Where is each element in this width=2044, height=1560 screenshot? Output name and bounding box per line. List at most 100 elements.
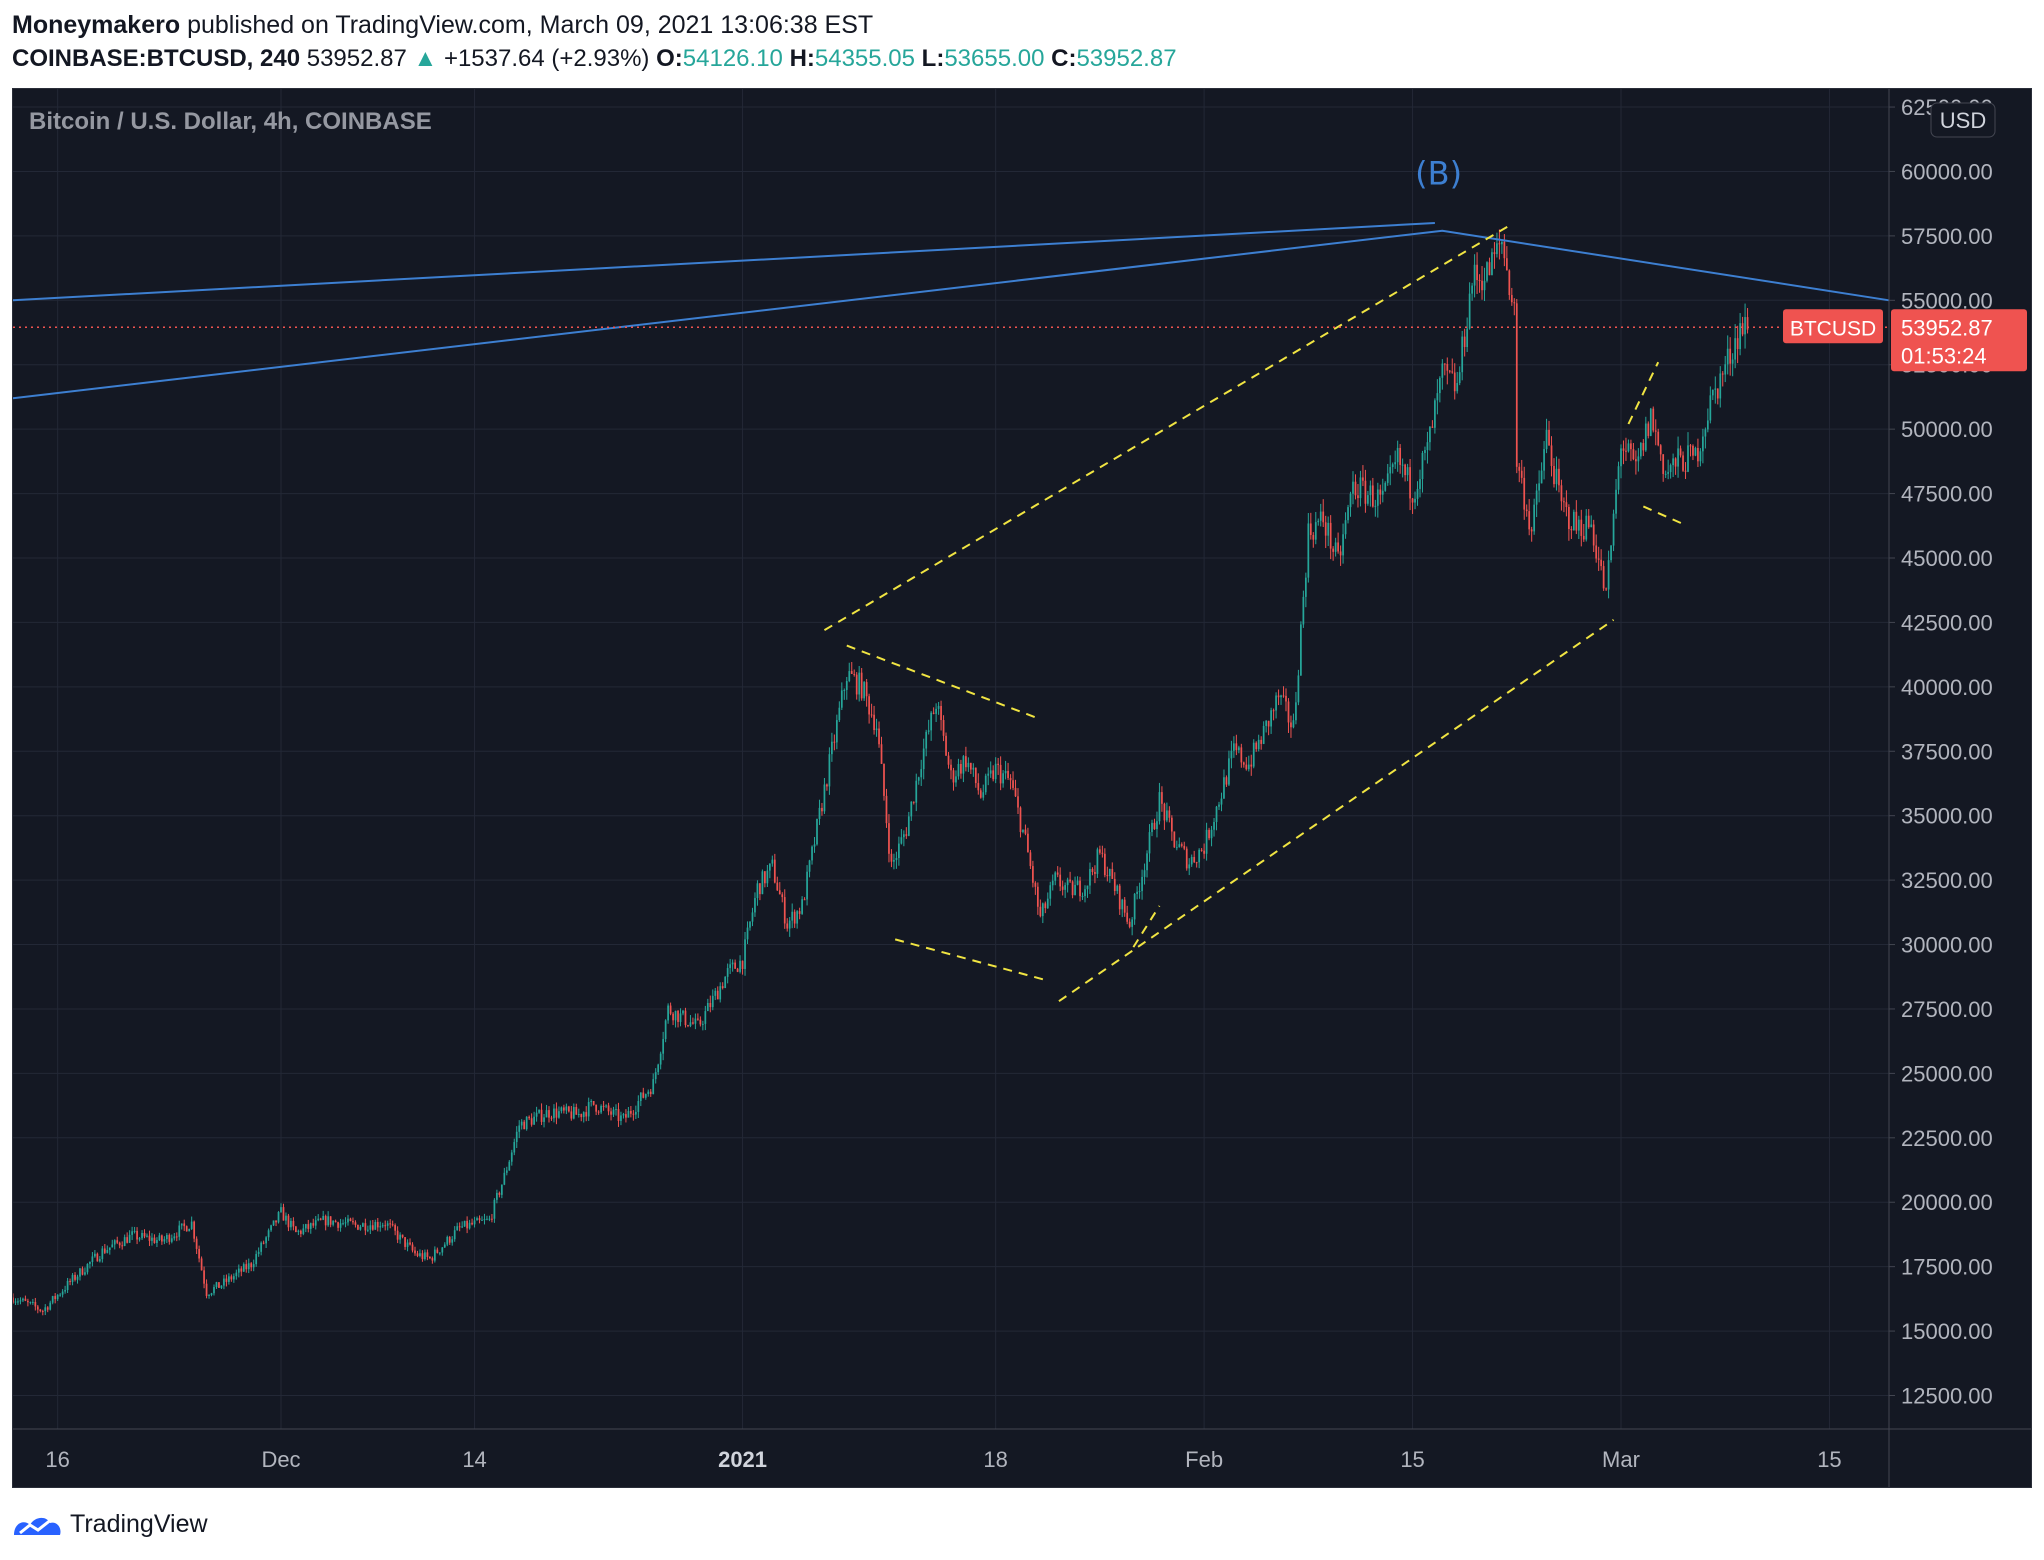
candle <box>1419 479 1421 489</box>
last-price-tag <box>1891 309 2027 372</box>
price-chart[interactable]: (B) 12500.00 15000.00 17500.00 20000.00 22500… <box>13 89 2031 1487</box>
y-tick-label: 47500.00 <box>1901 482 1993 507</box>
candle <box>1367 495 1369 504</box>
chart-frame[interactable]: (B) 12500.00 15000.00 17500.00 20000.00 22500… <box>12 88 2032 1488</box>
candle <box>890 853 893 862</box>
candle <box>103 1248 106 1253</box>
candle <box>327 1216 330 1226</box>
candle <box>878 728 880 745</box>
candle <box>672 1013 674 1021</box>
candle <box>205 1283 208 1296</box>
candle <box>756 883 759 899</box>
candle <box>1434 400 1436 428</box>
candle <box>567 1106 570 1112</box>
candle <box>1270 710 1272 727</box>
candle <box>605 1105 607 1107</box>
candle <box>1664 473 1667 475</box>
candle <box>1520 470 1523 478</box>
candle <box>36 1306 39 1310</box>
candle <box>1714 388 1717 390</box>
candle <box>1071 881 1074 896</box>
candle <box>1582 535 1585 540</box>
candle <box>1337 542 1339 552</box>
candle <box>438 1252 441 1254</box>
candle <box>1198 849 1201 863</box>
candle <box>1590 524 1593 528</box>
open-value: 54126.10 <box>682 45 783 72</box>
candle <box>1436 393 1439 401</box>
dashed-channel-line <box>1627 361 1660 425</box>
candle <box>285 1215 287 1221</box>
candle <box>843 689 846 691</box>
candle <box>1411 498 1414 503</box>
candle <box>411 1244 414 1251</box>
candle <box>1458 372 1461 384</box>
candle <box>925 731 928 749</box>
candle <box>138 1238 141 1240</box>
candle <box>379 1226 382 1228</box>
candle <box>915 780 918 803</box>
candle <box>1389 467 1392 474</box>
candle <box>687 1025 689 1027</box>
candle <box>885 795 888 824</box>
candle <box>1615 489 1617 514</box>
candle <box>1478 280 1481 282</box>
candle <box>1642 443 1645 451</box>
candle <box>1061 886 1064 890</box>
candle <box>558 1111 560 1118</box>
tradingview-brand[interactable]: TradingView <box>70 1509 208 1538</box>
candle <box>71 1274 74 1282</box>
tradingview-logo-icon[interactable] <box>12 1509 62 1539</box>
candle <box>344 1222 347 1224</box>
candle <box>940 706 942 721</box>
candle <box>1091 869 1094 872</box>
candle <box>548 1110 550 1118</box>
author-name[interactable]: Moneymakero <box>12 11 181 39</box>
candle <box>369 1225 372 1230</box>
candle <box>195 1238 198 1249</box>
candle <box>1007 770 1009 778</box>
candle <box>419 1253 421 1256</box>
candle <box>173 1236 176 1239</box>
candle <box>84 1272 86 1275</box>
candle <box>1153 822 1156 830</box>
candle <box>1161 792 1163 804</box>
candle <box>414 1250 416 1254</box>
candle <box>1533 504 1536 532</box>
candle <box>98 1259 101 1262</box>
symbol-label[interactable]: COINBASE:BTCUSD, 240 <box>12 45 301 72</box>
candle <box>610 1111 612 1115</box>
candle <box>1309 523 1312 536</box>
candle <box>329 1216 332 1225</box>
x-tick-label: 2021 <box>718 1447 767 1472</box>
candle <box>1684 470 1687 472</box>
candle <box>394 1225 397 1231</box>
candle <box>1019 807 1022 833</box>
candle <box>74 1274 76 1280</box>
candle <box>123 1237 126 1247</box>
candle <box>736 968 739 972</box>
candle <box>178 1225 181 1237</box>
candle <box>962 756 965 774</box>
candle <box>577 1114 580 1116</box>
candle <box>570 1111 573 1119</box>
candle <box>1726 348 1729 365</box>
candle <box>59 1294 62 1296</box>
candle <box>1543 449 1545 471</box>
candle <box>1193 856 1196 863</box>
candle <box>937 706 940 709</box>
candle <box>801 899 803 914</box>
candle <box>595 1104 598 1112</box>
up-arrow-icon: ▲ <box>413 45 438 72</box>
candle <box>930 712 933 731</box>
candle <box>1044 903 1047 909</box>
candle <box>431 1258 434 1261</box>
candle <box>180 1223 183 1226</box>
candle <box>29 1302 32 1304</box>
candle <box>1448 370 1451 372</box>
candle <box>821 807 823 812</box>
candle <box>292 1220 295 1227</box>
candle <box>1649 408 1652 436</box>
candle <box>151 1237 153 1241</box>
candle <box>1692 445 1694 456</box>
